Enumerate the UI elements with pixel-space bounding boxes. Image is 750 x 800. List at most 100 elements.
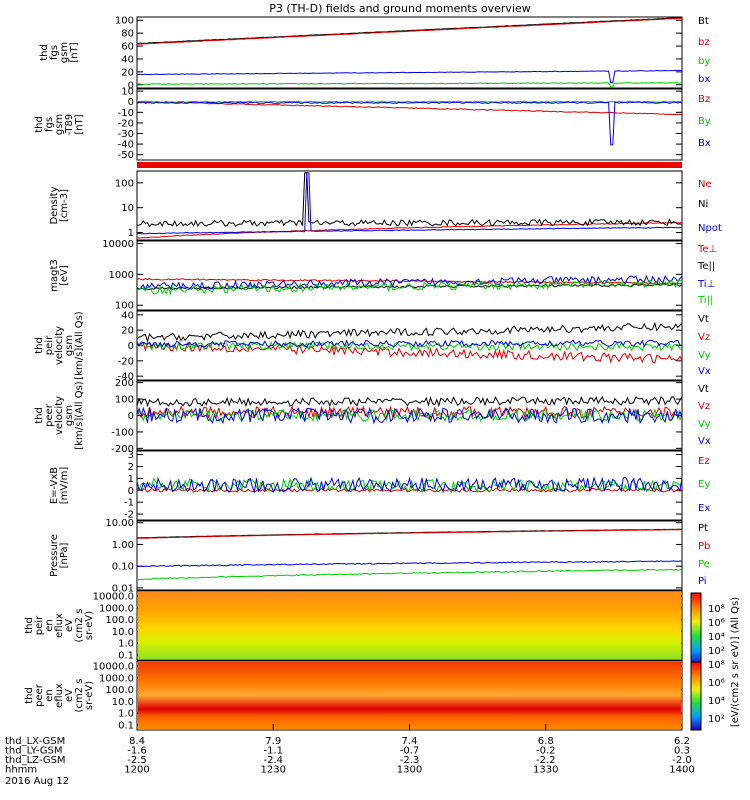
legend-Te||: Te|| (697, 261, 715, 272)
y-tick-label: 200 (115, 378, 134, 389)
legend-Ni: Ni (698, 199, 708, 210)
y-tick-label: 100 (115, 301, 134, 312)
y-tick-label: 0.1 (118, 651, 134, 662)
legend-Bt: Bt (698, 16, 709, 27)
panel-frame (136, 88, 683, 161)
panel-9: thdpeirenefluxeV(cm2 ssr-eV) 10000.01000.… (24, 590, 683, 662)
y-tick-label: -10 (118, 108, 134, 119)
series-line-Vt (136, 395, 683, 408)
y-tick-label: 0 (128, 486, 134, 497)
y-tick-label: 100 (115, 16, 134, 27)
colorbar-tick: 10² (708, 646, 725, 657)
y-tick-label: 0.01 (112, 583, 134, 594)
legend-bz: bz (698, 37, 710, 48)
panel-5: thdpeirvelocitygsm[km/s](All Qs) 40 20 0 -20… (34, 310, 711, 382)
x-row-name: thd_LZ-GSM (5, 755, 66, 766)
y-tick-label: -2 (124, 510, 134, 521)
legend-Pt: Pt (698, 523, 708, 534)
y-axis-label: magt3[eV] (49, 259, 70, 292)
series-line-By (136, 100, 683, 103)
x-tick-label: 1330 (533, 765, 558, 776)
y-tick-label: 10000.0 (93, 662, 134, 673)
y-tick-label: 10.0 (112, 697, 134, 708)
x-tick-label: 7.4 (402, 736, 418, 747)
y-tick-label: -20 (118, 118, 134, 129)
separator-bar (137, 162, 682, 168)
y-tick-label: 100 (115, 178, 134, 189)
y-tick-label: 1.0 (118, 709, 134, 720)
y-tick-label: 1.00 (112, 540, 134, 551)
series-line-Vt (136, 321, 683, 343)
legend-Vy: Vy (698, 350, 711, 361)
panel-10: thdpeerenefluxeV(cm2 ssr-eV) 10000.01000.… (24, 660, 683, 732)
spectrogram (138, 592, 681, 659)
legend-Pi: Pi (698, 576, 707, 587)
y-tick-label: 40 (121, 310, 134, 321)
y-tick-label: -40 (118, 140, 134, 151)
series-line-Ex (136, 476, 683, 494)
y-tick-label: 100 (115, 395, 134, 406)
plot-title: P3 (TH-D) fields and ground moments over… (269, 2, 531, 15)
y-tick-label: 20 (121, 326, 134, 337)
panel-frame (136, 170, 683, 241)
series-line-bz (137, 17, 683, 45)
y-tick-label: 20 (121, 67, 134, 78)
y-tick-label: 100.0 (105, 615, 134, 626)
x-tick-label: 1230 (261, 765, 286, 776)
panels: thdfgsgsm[nT]100806040200Btbzbybxthdfgsg… (24, 16, 741, 732)
y-tick-label: 2 (128, 462, 134, 473)
y-tick-label: 1000 (109, 270, 134, 281)
x-tick-label: 0.3 (674, 746, 690, 757)
x-row-name: thd_LX-GSM (5, 736, 65, 747)
legend-Vt: Vt (698, 314, 709, 325)
x-tick-label: -0.7 (400, 746, 420, 757)
y-tick-label: 100.0 (105, 685, 134, 696)
y-tick-label: -1 (124, 498, 134, 509)
legend-Ex: Ex (698, 503, 710, 514)
y-tick-label: -50 (118, 150, 134, 161)
y-axis-label: thdpeerenefluxeV(cm2 ssr-eV) (24, 679, 95, 713)
x-tick-label: -2.2 (536, 755, 556, 766)
legend-Bz: Bz (698, 94, 710, 105)
colorbar-tick: 10⁶ (708, 618, 725, 629)
x-tick-label: -2.0 (672, 755, 692, 766)
y-tick-label: 1.0 (118, 639, 134, 650)
y-tick-label: -20 (118, 356, 134, 367)
y-tick-label: 10000.0 (93, 592, 134, 603)
panel-2: thdfgsgsm-T89[nT] 100-10-20-30-40-50 Bz By B… (34, 87, 711, 162)
x-tick-label: -2.4 (263, 755, 283, 766)
series-line-Vx (136, 339, 683, 348)
x-tick-label: -0.2 (536, 746, 556, 757)
y-tick-label: 10 (121, 203, 134, 214)
legend-Vx: Vx (698, 436, 711, 447)
legend-Vz: Vz (698, 401, 710, 412)
panel-6: thdpeervelocitygsm[km/s](All Qs) 200 100 0 -… (34, 378, 711, 455)
y-tick-label: 60 (121, 42, 134, 53)
y-axis-label: Pressure[nPa] (49, 534, 70, 577)
y-tick-label: 0 (128, 341, 134, 352)
x-tick-label: 8.4 (129, 736, 145, 747)
colorbar-tick: 10⁸ (708, 660, 725, 671)
y-tick-label: -100 (111, 427, 134, 438)
y-tick-label: 1 (128, 228, 134, 239)
colorbar-top (690, 592, 702, 666)
colorbar: 10⁸ 10⁶ 10⁴ 10² 10⁸ 10⁶ 10⁴ 10² [eV/(cm2 s sr eV… (690, 592, 741, 731)
colorbar-tick: 10⁴ (708, 696, 725, 707)
y-tick-label: 10.00 (105, 518, 134, 529)
x-tick-label: 7.9 (265, 736, 281, 747)
series-line-Npot (136, 172, 683, 235)
y-tick-label: 40 (121, 54, 134, 65)
legend-Te⊥: Te⊥ (697, 244, 717, 255)
y-tick-label: 1000.0 (99, 673, 134, 684)
y-tick-label: 3 (128, 450, 134, 461)
y-tick-label: 0.1 (118, 721, 134, 732)
y-tick-label: 0 (128, 411, 134, 422)
panel-frame (136, 16, 683, 89)
panel-frame (136, 240, 683, 311)
y-axis-label: thdpeervelocitygsm[km/s](All Qs) (34, 381, 85, 449)
y-axis-label: thdfgsgsm-T89[nT] (34, 114, 85, 136)
legend-by: by (698, 56, 710, 67)
x-tick-label: -2.5 (127, 755, 147, 766)
